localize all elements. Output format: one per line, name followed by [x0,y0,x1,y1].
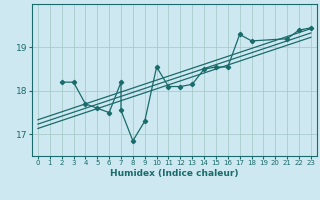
X-axis label: Humidex (Indice chaleur): Humidex (Indice chaleur) [110,169,239,178]
